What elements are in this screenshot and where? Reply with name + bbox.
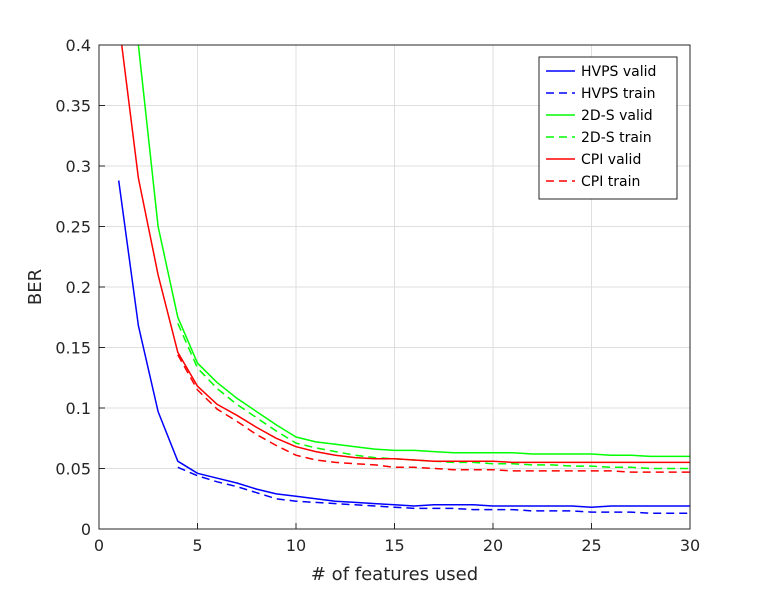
- x-tick-label: 10: [286, 536, 306, 555]
- ticks: 0 5 10 15 20 25 30 0 0.05 0.1 0.15 0.2 0.25 0.3 0.35 0.…: [55, 36, 700, 555]
- series-line-cpi-train: [177, 354, 690, 473]
- x-tick-label: 30: [680, 536, 700, 555]
- series-lines: [117, 45, 690, 515]
- y-tick-label: 0.3: [66, 157, 91, 176]
- x-tick-label: 15: [384, 536, 404, 555]
- y-tick-label: 0.2: [66, 278, 91, 297]
- y-tick-label: 0.35: [55, 97, 91, 116]
- series-line-hvps-train: [177, 466, 690, 515]
- x-tick-label: 25: [581, 536, 601, 555]
- y-tick-label: 0.15: [55, 339, 91, 358]
- legend-label: HVPS train: [581, 86, 655, 102]
- y-tick-label: 0.25: [55, 218, 91, 237]
- legend-label: HVPS valid: [581, 64, 656, 80]
- y-tick-label: 0.05: [55, 460, 91, 479]
- y-tick-label: 0.1: [66, 399, 91, 418]
- x-tick-label: 5: [192, 536, 202, 555]
- legend-box: [538, 56, 678, 200]
- y-tick-label: 0.4: [66, 36, 91, 55]
- y-axis-title: BER: [25, 269, 46, 305]
- x-tick-label: 0: [94, 536, 104, 555]
- legend-label: CPI valid: [581, 152, 641, 168]
- series-line-hvps-valid: [117, 180, 690, 508]
- series-line-cpi-valid: [120, 45, 690, 464]
- legend: HVPS valid HVPS train 2D-S valid 2D-S train…: [538, 56, 678, 200]
- legend-label: 2D-S train: [581, 130, 652, 146]
- legend-label: CPI train: [581, 174, 640, 190]
- y-tick-label: 0: [81, 520, 91, 539]
- x-tick-label: 20: [483, 536, 503, 555]
- legend-label: 2D-S valid: [581, 108, 653, 124]
- series-line-2d-s-valid: [137, 45, 690, 458]
- x-axis-title: # of features used: [311, 564, 478, 585]
